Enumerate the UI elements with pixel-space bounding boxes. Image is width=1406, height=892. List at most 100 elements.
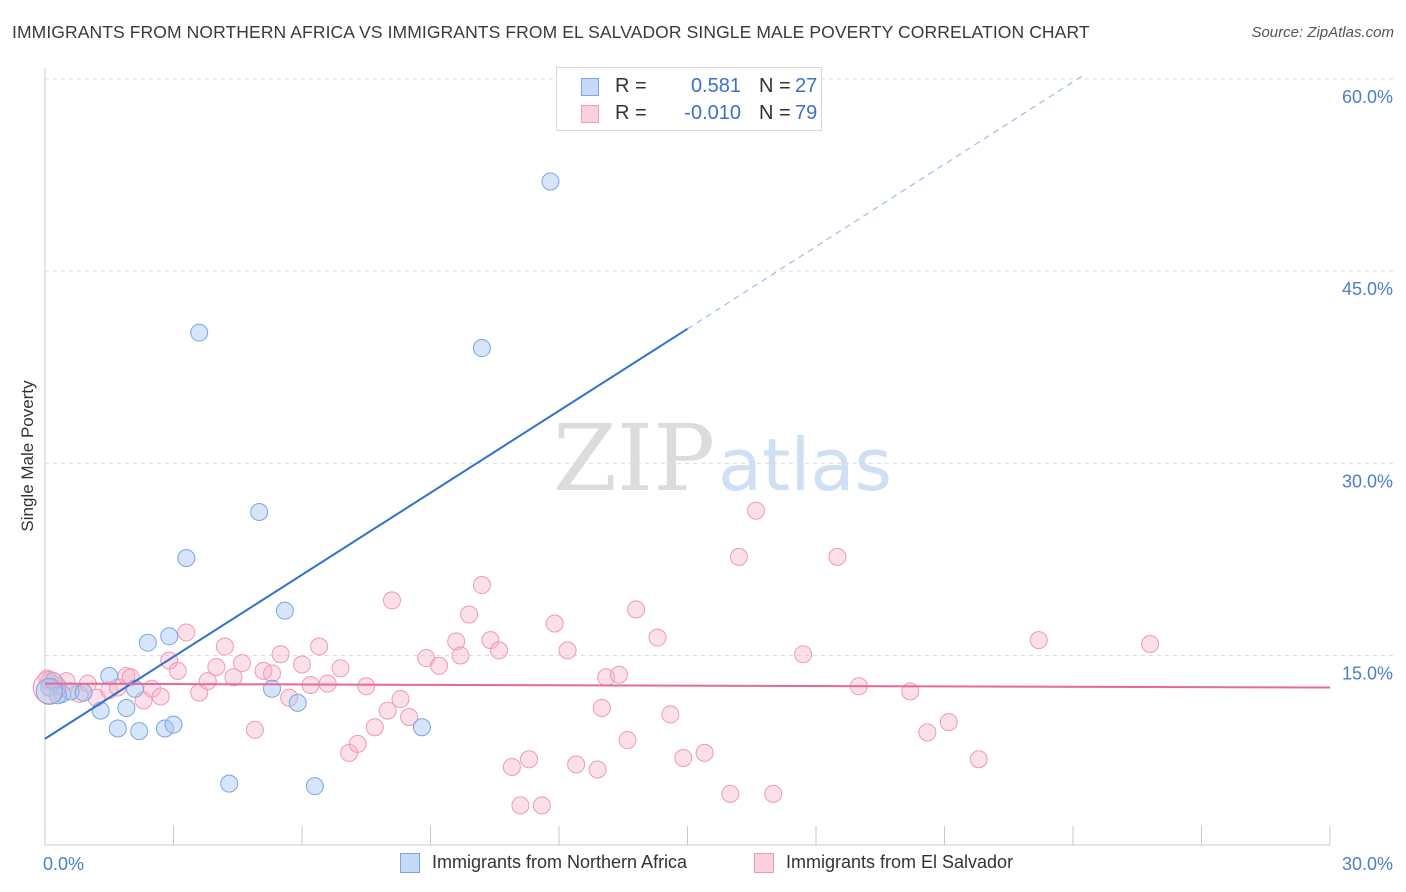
point-el-salvador [365,718,384,737]
point-el-salvador [567,755,586,774]
point-el-salvador [520,750,539,769]
point-el-salvador [490,641,509,660]
point-northern-africa [160,627,179,646]
point-el-salvador [627,600,646,619]
trend-line-northern-africa [44,327,689,740]
point-el-salvador [545,614,564,633]
point-el-salvador [400,707,419,726]
r-value: 0.581 [690,75,741,97]
point-el-salvador [198,672,217,691]
point-el-salvador [558,641,577,660]
point-northern-africa [117,699,136,718]
point-el-salvador-cluster [32,671,66,705]
y-tick-label: 45.0% [1342,279,1393,299]
point-northern-africa [100,666,119,685]
point-el-salvador [151,687,170,706]
point-el-salvador [695,743,714,762]
watermark: ZIP atlas [553,405,892,512]
point-el-salvador [1029,631,1048,650]
point-el-salvador [502,757,521,776]
point-el-salvador [472,576,491,595]
legend-swatch-pink [581,105,599,123]
grid-lines [45,78,1395,656]
y-tick-label: 60.0% [1342,87,1393,107]
point-northern-africa [130,722,149,741]
point-el-salvador [331,659,350,678]
point-el-salvador [348,734,367,753]
point-northern-africa [412,718,431,737]
point-northern-africa [91,701,110,720]
point-el-salvador [618,731,637,750]
tick-labels: 15.0% 30.0% 45.0% 60.0% 0.0% 30.0% [43,87,1393,874]
legend-swatch-pink [754,853,774,873]
point-el-salvador [263,664,282,683]
point-el-salvador [939,713,958,732]
point-northern-africa [472,339,491,358]
point-el-salvador [233,654,252,673]
point-northern-africa [108,719,127,738]
point-el-salvador [430,656,449,675]
point-northern-africa [275,601,294,620]
point-northern-africa [263,679,282,698]
point-northern-africa [74,683,93,702]
n-label: N = [759,75,791,97]
point-el-salvador [382,591,401,610]
point-northern-africa [220,774,239,793]
legend-swatch-blue [581,78,599,96]
point-el-salvador [168,661,187,680]
point-el-salvador [511,796,530,815]
point-el-salvador [460,605,479,624]
x-tick-label: 30.0% [1342,854,1393,874]
point-el-salvador [592,699,611,718]
r-label: R = [615,102,647,124]
point-northern-africa [125,679,144,698]
point-el-salvador [661,705,680,724]
point-el-salvador [224,668,243,687]
r-label: R = [615,75,647,97]
point-el-salvador [588,760,607,779]
y-axis-label: Single Male Poverty [18,380,37,532]
point-el-salvador [969,750,988,769]
n-value: 27 [795,75,818,97]
point-el-salvador [828,547,847,566]
trend-lines [44,75,1331,740]
point-el-salvador [764,784,783,803]
point-northern-africa [541,172,560,191]
legend-swatch-blue [400,853,420,873]
r-value: -0.010 [684,102,741,124]
point-el-salvador [918,723,937,742]
point-el-salvador [747,501,766,520]
point-el-salvador [271,645,290,664]
point-northern-africa [305,777,324,796]
x-tick-label: 0.0% [43,854,84,874]
point-northern-africa [250,503,269,522]
point-northern-africa [164,715,183,734]
point-el-salvador [391,690,410,709]
trend-line-el-salvador [44,682,1331,689]
point-el-salvador [451,646,470,665]
point-el-salvador [280,688,299,707]
point-el-salvador [245,720,264,739]
point-northern-africa [138,633,157,652]
point-northern-africa-cluster [35,677,63,705]
watermark-atlas: atlas [718,423,892,507]
point-el-salvador [794,645,813,664]
point-northern-africa [155,719,174,738]
point-el-salvador [721,784,740,803]
point-northern-africa [44,672,63,691]
point-el-salvador [357,677,376,696]
legend-label: Immigrants from El Salvador [786,852,1014,872]
point-el-salvador [729,547,748,566]
source-label: Source: ZipAtlas.com [1251,24,1394,41]
point-el-salvador [447,632,466,651]
legend-label: Immigrants from Northern Africa [432,852,688,872]
trend-line-northern-africa-extension [687,75,1082,330]
point-northern-africa [190,323,209,342]
point-el-salvador [177,623,196,642]
point-el-salvador [293,655,311,674]
point-el-salvador [609,665,628,684]
point-el-salvador [207,658,226,677]
y-tick-label: 15.0% [1342,664,1393,684]
y-tick-label: 30.0% [1342,471,1393,491]
correlation-legend: R = 0.581 N = 27 R = -0.010 N = 79 [556,67,822,131]
